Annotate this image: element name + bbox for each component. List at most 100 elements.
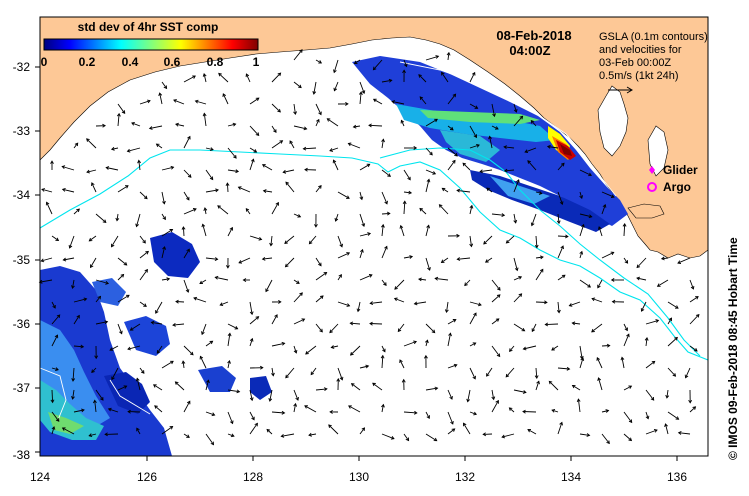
velocity-arrowhead [597,226,602,230]
velocity-arrowhead [91,182,95,186]
velocity-arrowhead [227,359,231,364]
velocity-arrow [359,274,373,281]
velocity-arrowhead [664,423,668,428]
velocity-arrowhead [449,126,454,131]
velocity-arrowhead [249,311,254,316]
velocity-arrowhead [232,122,237,127]
velocity-arrowhead [328,424,332,429]
gsla-contours [39,147,709,361]
velocity-arrowhead [400,119,405,124]
velocity-arrowhead [237,186,242,190]
velocity-arrow [425,147,433,156]
velocity-arrow [513,276,522,281]
velocity-arrowhead [185,289,190,293]
velocity-arrowhead [296,280,300,284]
velocity-arrow [183,191,190,201]
velocity-arrow [403,191,412,194]
velocity-arrow [381,345,386,352]
velocity-arrow [591,298,603,303]
velocity-arrow [447,333,451,347]
velocity-arrow [249,147,257,153]
velocity-arrow [205,169,214,180]
velocity-arrowhead [368,123,372,128]
velocity-arrow [535,381,540,391]
velocity-arrowhead [418,277,422,282]
velocity-arrow [373,59,383,70]
velocity-arrow [368,124,383,127]
velocity-arrow [205,411,215,416]
velocity-arrow [159,93,163,105]
velocity-arrowhead [140,370,145,374]
velocity-arrowhead [314,224,318,228]
velocity-arrow [271,202,279,215]
velocity-arrow [469,367,476,379]
lat-tick-label: -37 [13,381,31,395]
velocity-arrowhead [217,205,221,209]
velocity-arrow [315,185,322,193]
velocity-arrowhead [261,256,266,261]
velocity-arrowhead [129,327,134,331]
velocity-arrow [689,296,699,303]
velocity-arrowhead [588,214,593,219]
sst-patches-west [40,232,272,456]
velocity-arrowhead [477,302,482,307]
velocity-arrow [394,279,405,290]
velocity-arrowhead [301,318,306,322]
velocity-arrowhead [628,437,633,442]
velocity-arrow [469,411,477,415]
velocity-arrowhead [284,263,289,268]
velocity-arrowhead [86,138,90,142]
velocity-arrow [51,314,61,325]
velocity-arrow [535,191,542,194]
velocity-arrowhead [450,421,454,425]
velocity-arrow [153,384,163,391]
velocity-arrowhead [383,282,387,286]
velocity-arrow [557,235,568,238]
velocity-arrow [227,169,239,172]
velocity-arrow [227,147,237,159]
velocity-arrow [447,52,450,61]
velocity-arrowhead [514,267,519,272]
velocity-arrow [357,301,361,312]
velocity-arrowhead [273,129,277,134]
velocity-arrowhead [94,355,99,360]
velocity-arrowhead [688,399,693,404]
velocity-arrow [601,191,615,198]
velocity-arrow [513,257,518,271]
velocity-arrow [161,213,166,220]
velocity-arrow [227,360,230,369]
velocity-arrow [138,160,141,171]
velocity-arrowhead [346,303,351,307]
velocity-arrowhead [451,428,456,432]
velocity-arrowhead [431,329,436,334]
velocity-arrowhead [54,334,59,339]
velocity-arrow [623,433,632,441]
velocity-arrowhead [484,259,489,263]
velocity-arrowhead [304,405,308,409]
velocity-arrowhead [318,262,322,267]
land-mass [39,16,709,259]
velocity-arrow [182,361,185,369]
velocity-arrow [271,72,281,83]
velocity-arrow [548,380,559,391]
velocity-arrow [183,136,191,149]
velocity-arrowhead [55,418,60,422]
velocity-arrowhead [71,396,75,400]
velocity-arrow [504,169,515,172]
velocity-arrow [315,323,323,333]
velocity-arrowhead [381,223,385,228]
velocity-arrow [217,205,229,215]
velocity-arrowhead [516,179,520,183]
velocity-arrow [154,405,163,413]
velocity-arrow [283,169,295,173]
velocity-arrow [161,166,174,171]
velocity-arrowhead [390,436,395,440]
velocity-arrow [579,169,592,176]
velocity-arrowhead [61,187,66,192]
velocity-arrow [577,399,581,413]
timestamp-time: 04:00Z [509,43,550,58]
lat-tick-label: -34 [13,188,31,202]
velocity-arrow [183,345,194,356]
velocity-arrow [309,235,317,244]
velocity-arrow [89,235,97,242]
